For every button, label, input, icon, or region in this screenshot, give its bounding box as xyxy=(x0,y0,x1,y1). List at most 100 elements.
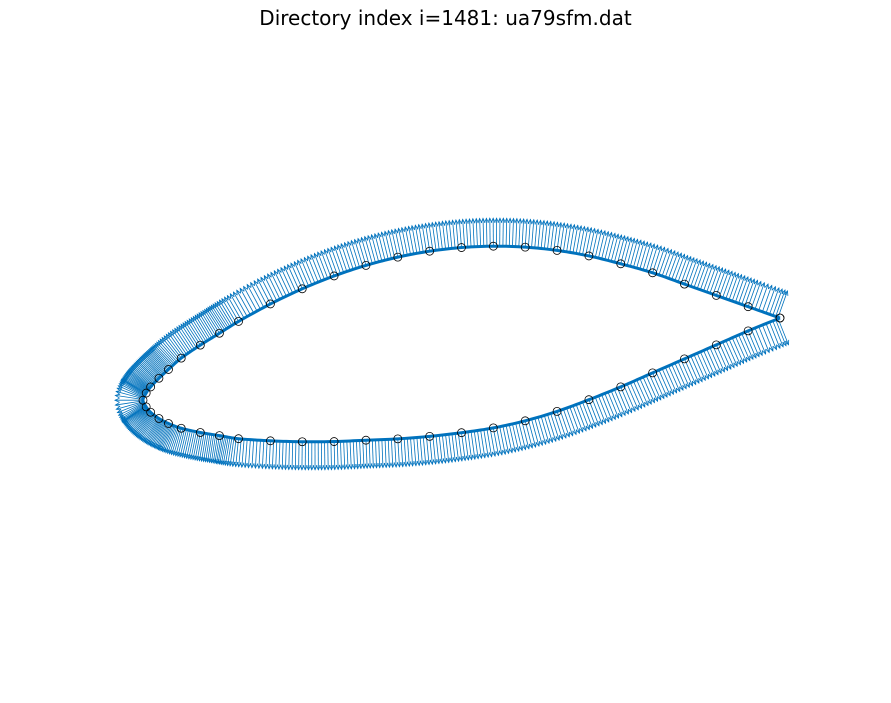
normal-arrowhead xyxy=(249,463,255,469)
normal-vector xyxy=(267,273,281,300)
normal-vector xyxy=(116,391,144,400)
normal-arrowhead xyxy=(627,236,633,243)
normal-arrowhead xyxy=(187,453,192,460)
normal-arrowhead xyxy=(270,464,275,470)
surface-point-marker xyxy=(361,260,371,270)
normal-arrowhead xyxy=(170,449,176,456)
normal-vector xyxy=(633,381,646,408)
normal-vector xyxy=(381,439,384,468)
normal-arrowhead xyxy=(370,463,376,469)
normal-arrowhead xyxy=(555,435,561,442)
normal-arrowhead xyxy=(726,364,732,370)
surface-point-marker xyxy=(265,299,275,309)
normal-vector xyxy=(159,424,172,451)
normal-vector xyxy=(591,229,599,257)
normal-vector xyxy=(464,432,469,461)
normal-vector xyxy=(158,340,178,362)
normal-arrowhead xyxy=(644,400,649,407)
normal-vector xyxy=(585,400,597,428)
normal-vector xyxy=(131,411,151,434)
normal-vector xyxy=(165,426,176,453)
surface-point-marker xyxy=(195,428,205,437)
normal-vector xyxy=(119,403,145,418)
normal-vector xyxy=(527,219,531,248)
surface-point-marker xyxy=(425,431,435,441)
normal-vector xyxy=(118,385,144,398)
normal-arrowhead xyxy=(396,462,402,468)
normal-vector xyxy=(550,221,555,250)
normal-vector xyxy=(617,388,629,415)
normal-arrowhead xyxy=(355,463,360,470)
normal-arrowhead xyxy=(386,229,392,236)
normal-arrowhead xyxy=(485,452,490,459)
normal-vector xyxy=(352,440,355,469)
normal-vector xyxy=(124,408,148,426)
normal-arrowhead xyxy=(677,252,683,259)
normal-arrowhead xyxy=(200,310,206,317)
surface-point-marker xyxy=(297,284,307,294)
normal-vector xyxy=(261,440,265,469)
chart-title: Directory index i=1481: ua79sfm.dat xyxy=(259,6,632,30)
normal-arrowhead xyxy=(267,273,272,279)
normal-vector xyxy=(344,242,354,270)
normal-vector xyxy=(188,431,195,459)
normal-vector xyxy=(620,236,629,264)
surface-point-marker xyxy=(164,365,173,374)
normal-arrowhead xyxy=(380,462,386,469)
normal-arrowhead xyxy=(256,463,262,470)
normal-arrowhead xyxy=(410,224,416,231)
normal-vector xyxy=(212,303,229,328)
normal-arrowhead xyxy=(353,238,359,245)
normal-vector xyxy=(777,318,789,345)
normal-vector xyxy=(128,410,150,430)
normal-arrowhead xyxy=(690,256,695,263)
normal-vector xyxy=(120,380,146,396)
normal-vector xyxy=(604,393,616,420)
normal-arrowhead xyxy=(317,251,322,258)
normal-vector xyxy=(133,363,155,384)
normal-vector xyxy=(176,326,193,351)
normal-arrowhead xyxy=(495,450,501,457)
normal-vector xyxy=(715,344,728,371)
normal-arrowhead xyxy=(608,415,613,422)
normal-vector xyxy=(769,287,780,315)
normal-vector xyxy=(134,362,156,383)
normal-vector xyxy=(521,218,525,247)
normal-vector xyxy=(435,222,440,250)
normal-vector xyxy=(582,402,593,429)
normal-vector xyxy=(122,406,147,423)
normal-vector xyxy=(148,349,168,371)
normal-arrowhead xyxy=(494,217,499,223)
normal-vector xyxy=(257,278,271,305)
normal-vector xyxy=(518,422,526,450)
normal-vector xyxy=(668,251,679,279)
normal-vector xyxy=(277,269,290,295)
normal-arrowhead xyxy=(115,390,122,395)
normal-arrowhead xyxy=(287,263,292,270)
normal-vector xyxy=(457,433,463,461)
normal-arrowhead xyxy=(630,237,636,244)
normal-vector xyxy=(403,438,407,467)
surface-point-marker xyxy=(743,326,753,336)
normal-arrowhead xyxy=(557,221,563,228)
normal-vector xyxy=(222,437,229,465)
normal-arrowhead xyxy=(343,241,349,248)
normal-arrowhead xyxy=(350,239,355,246)
normal-vector xyxy=(258,440,261,469)
normal-arrowhead xyxy=(201,456,207,463)
normal-vector xyxy=(357,238,367,266)
normal-vector xyxy=(192,432,199,460)
normal-vector xyxy=(499,426,506,455)
normal-vector xyxy=(553,222,558,251)
normal-vector xyxy=(594,397,606,424)
normal-vector xyxy=(394,228,402,257)
normal-vector xyxy=(404,226,411,255)
normal-vector xyxy=(458,219,462,248)
surface-point-marker xyxy=(743,302,753,312)
normal-arrowhead xyxy=(427,222,432,228)
normal-arrowhead xyxy=(477,217,483,224)
normal-vector xyxy=(217,436,224,464)
normal-vector xyxy=(680,256,692,284)
normal-vector xyxy=(235,438,239,467)
normal-vector xyxy=(320,250,332,278)
